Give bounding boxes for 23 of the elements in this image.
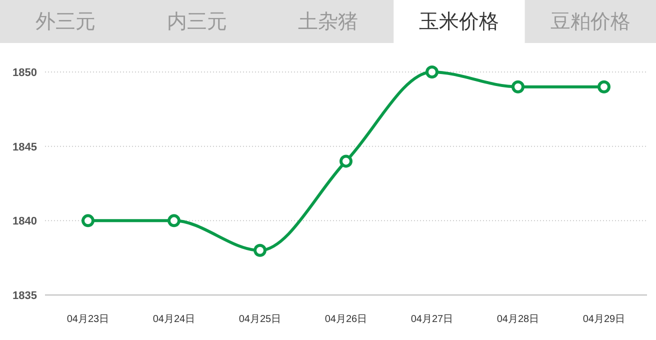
point (254, 244, 266, 257)
x-tick-label: 04月27日 (410, 314, 454, 325)
y-tick-label: 1845 (12, 141, 37, 154)
point (168, 214, 180, 228)
x-tick-label: 04月26日 (324, 314, 368, 325)
text: 外三元 (36, 11, 96, 33)
point (512, 80, 524, 94)
x-tick-label: 04月28日 (496, 314, 540, 325)
y-tick-label: 1835 (12, 290, 37, 302)
x-tick-label: 04月23日 (66, 314, 110, 325)
x-tick-label: 04月25日 (238, 314, 282, 325)
y-tick-label: 1850 (12, 67, 37, 79)
chart-title: 玉米价格 (419, 11, 500, 33)
text: 土杂猪 (298, 11, 358, 33)
y-tick-label: 1840 (12, 216, 37, 228)
x-tick-label: 04月24日 (152, 314, 196, 325)
point (598, 80, 610, 94)
x-tick-label: 04月29日 (582, 314, 626, 325)
point (426, 66, 438, 78)
text: 豆粕价格 (550, 11, 630, 33)
text: 内三元 (166, 11, 227, 33)
point (82, 214, 94, 228)
point (340, 154, 352, 168)
